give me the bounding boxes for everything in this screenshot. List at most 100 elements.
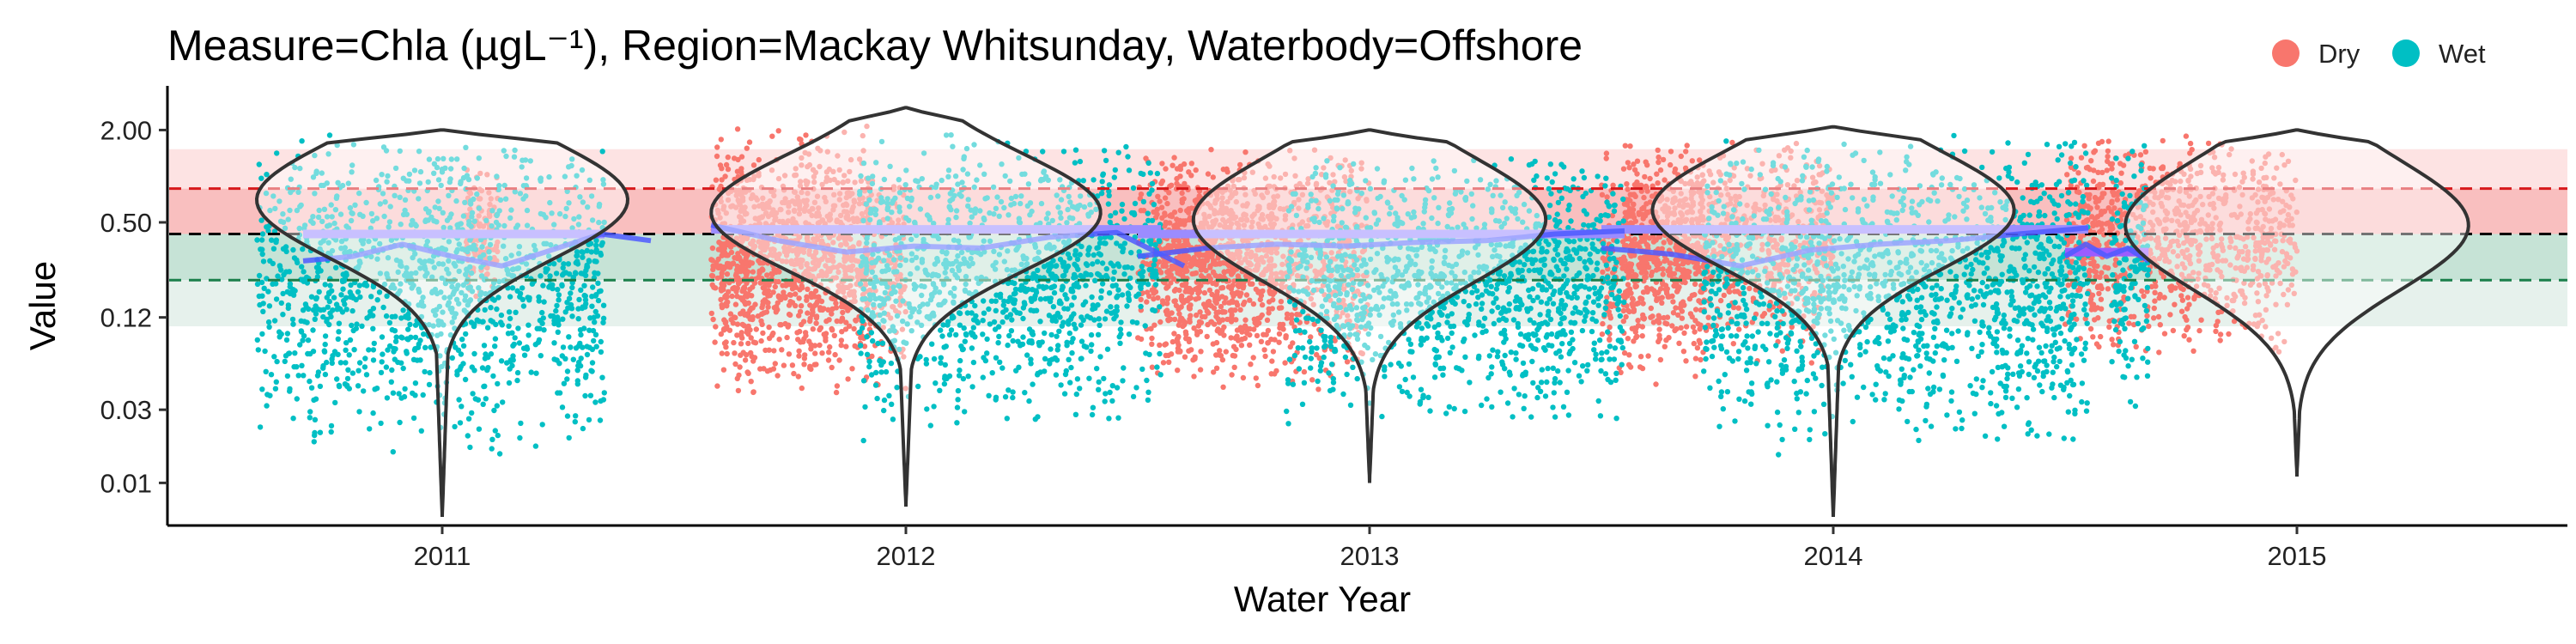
point-dry-2012-2 (744, 326, 750, 333)
point-dry-2013-4 (1178, 315, 1184, 321)
point-dry-2014-6 (1664, 286, 1671, 292)
point-dry-2014-6 (1695, 268, 1702, 274)
point-dry-2013-4 (1270, 349, 1277, 355)
point-dry-2013-4 (1157, 342, 1163, 349)
point-dry-2012-2 (850, 204, 856, 210)
point-dry-2012-2 (851, 197, 857, 204)
point-wet-2011-0 (378, 369, 385, 376)
point-dry-2013-4 (1194, 312, 1200, 319)
point-dry-2012-3 (1240, 374, 1247, 381)
point-dry-2012-2 (797, 183, 804, 189)
point-dry-2012-2 (824, 149, 830, 155)
point-dry-2012-2 (813, 320, 819, 326)
point-dry-2012-2 (795, 374, 801, 380)
point-dry-2014-6 (1631, 325, 1638, 331)
point-dry-2012-2 (777, 322, 783, 328)
point-dry-2013-5 (1705, 314, 1711, 320)
point-dry-2012-2 (741, 250, 747, 257)
point-dry-2015-8 (2099, 194, 2105, 201)
point-dry-2012-2 (748, 379, 754, 385)
point-dry-2012-3 (1264, 317, 1271, 323)
point-dry-2014-7 (2181, 333, 2187, 339)
point-dry-2013-4 (1235, 302, 1241, 308)
point-dry-2015-8 (2078, 155, 2085, 161)
point-dry-2012-2 (796, 295, 802, 301)
point-wet-2011-0 (256, 272, 263, 279)
point-dry-2013-4 (1266, 306, 1272, 312)
point-dry-2012-2 (740, 197, 746, 204)
point-dry-2012-2 (734, 375, 740, 382)
legend: Dry Wet (2272, 39, 2486, 69)
point-dry-2012-2 (800, 319, 807, 325)
point-dry-2014-7 (2152, 298, 2158, 304)
point-dry-2012-2 (796, 234, 802, 240)
point-dry-2012-2 (776, 218, 783, 225)
point-dry-2012-3 (1237, 161, 1243, 168)
point-dry-2012-2 (710, 266, 716, 273)
point-wet-2011-0 (356, 360, 363, 366)
point-dry-2011-1 (773, 309, 779, 315)
point-dry-2013-5 (1669, 323, 1675, 329)
point-dry-2013-4 (1230, 307, 1236, 313)
point-dry-2011-1 (789, 362, 796, 368)
point-dry-2014-6 (1629, 268, 1635, 274)
point-dry-2011-1 (751, 204, 757, 210)
point-dry-2013-4 (1163, 311, 1170, 318)
point-dry-2014-6 (1643, 285, 1650, 291)
point-dry-2013-5 (1627, 143, 1633, 149)
point-dry-2015-8 (2094, 204, 2100, 210)
point-dry-2013-5 (1668, 149, 1674, 155)
point-dry-2012-2 (762, 283, 768, 289)
point-dry-2011-1 (804, 203, 810, 209)
point-dry-2012-2 (745, 300, 751, 307)
point-dry-2012-2 (840, 179, 846, 185)
legend-dry-swatch (2272, 39, 2300, 67)
point-dry-2011-1 (805, 191, 811, 197)
point-dry-2014-7 (2217, 331, 2224, 337)
point-dry-2012-2 (716, 240, 722, 246)
point-dry-2013-4 (1177, 207, 1183, 214)
point-dry-2011-1 (843, 343, 849, 349)
point-dry-2012-2 (761, 366, 767, 372)
point-dry-2012-2 (793, 291, 799, 297)
point-dry-2013-5 (1662, 177, 1668, 183)
point-dry-2012-3 (1278, 299, 1285, 305)
point-dry-2011-1 (744, 270, 750, 276)
point-dry-2014-7 (2160, 137, 2166, 144)
point-dry-2011-1 (892, 262, 899, 269)
point-dry-2014-6 (1639, 324, 1646, 330)
point-dry-2012-2 (845, 376, 851, 382)
point-dry-2012-2 (723, 252, 729, 258)
point-dry-2012-3 (1248, 361, 1254, 368)
point-dry-2013-4 (1186, 304, 1193, 310)
point-dry-2011-0 (493, 244, 500, 251)
point-dry-2013-4 (1268, 371, 1274, 377)
point-dry-2012-3 (1213, 300, 1220, 307)
point-dry-2012-2 (827, 216, 834, 222)
point-dry-2013-4 (1176, 287, 1182, 294)
point-dry-2011-1 (799, 162, 805, 168)
point-dry-2011-1 (850, 244, 856, 250)
point-dry-2013-5 (1692, 329, 1698, 335)
point-dry-2012-2 (842, 326, 849, 332)
point-dry-2013-4 (1202, 304, 1209, 310)
point-dry-2014-6 (1666, 335, 1672, 341)
point-dry-2014-6 (1648, 305, 1655, 312)
point-dry-2013-5 (1622, 143, 1629, 149)
point-dry-2014-6 (1636, 210, 1642, 216)
point-dry-2013-4 (1179, 190, 1185, 197)
point-dry-2012-2 (799, 189, 805, 196)
point-dry-2013-4 (1172, 298, 1179, 304)
point-dry-2011-1 (834, 264, 841, 270)
point-dry-2013-4 (1198, 267, 1205, 273)
point-dry-2012-2 (764, 272, 770, 278)
point-dry-2014-6 (1680, 349, 1687, 355)
point-dry-2014-7 (2126, 320, 2132, 326)
point-dry-2014-7 (2213, 322, 2220, 329)
point-wet-2011-0 (363, 372, 370, 378)
point-dry-2014-7 (2115, 191, 2121, 197)
point-dry-2012-2 (787, 282, 793, 288)
point-dry-2015-8 (2068, 155, 2075, 161)
point-dry-2014-6 (1604, 194, 1610, 200)
